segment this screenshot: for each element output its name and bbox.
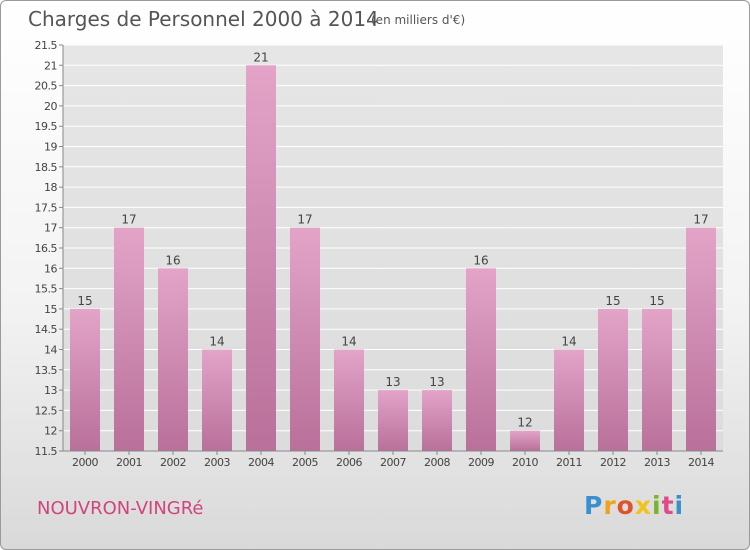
- logo-letter: i: [652, 491, 662, 520]
- y-tick-label: 16.5: [35, 242, 58, 255]
- logo-letter: r: [603, 491, 617, 520]
- chart-title: Charges de Personnel 2000 à 2014: [28, 7, 379, 31]
- x-tick-label: 2007: [380, 456, 406, 469]
- y-tick-label: 13.5: [35, 364, 58, 377]
- y-tick-label: 14: [44, 344, 57, 357]
- x-tick-label: 2002: [160, 456, 186, 469]
- bar-2004: [246, 65, 276, 452]
- data-label: 14: [561, 335, 576, 349]
- data-label: 17: [297, 213, 312, 227]
- bar-2009: [466, 268, 496, 451]
- bar-2007: [378, 390, 408, 451]
- x-tick-label: 2004: [248, 456, 274, 469]
- proxiti-logo: Proxiti: [584, 491, 684, 520]
- bar-chart: 11.5 12 12.5 13 13.5 14 14.5 15 15.5 16 16.5 17 17.5…: [35, 39, 723, 469]
- bar-2002: [158, 268, 188, 451]
- data-label: 13: [429, 375, 444, 389]
- x-tick-label: 2010: [512, 456, 538, 469]
- bar-2014: [686, 227, 716, 451]
- data-label: 14: [341, 335, 356, 349]
- data-label: 15: [605, 294, 620, 308]
- chart-subtitle: (en milliers d'€): [371, 13, 466, 27]
- x-tick-label: 2013: [644, 456, 670, 469]
- y-tick-label: 13: [44, 384, 57, 397]
- bar-2001: [114, 227, 144, 451]
- y-tick-label: 18.5: [35, 161, 58, 174]
- bar-2011: [554, 349, 584, 451]
- x-tick-label: 2012: [600, 456, 626, 469]
- y-tick-label: 21: [44, 59, 57, 72]
- bars: [70, 65, 716, 452]
- bar-2006: [334, 349, 364, 451]
- data-label: 16: [473, 253, 488, 267]
- bar-2008: [422, 390, 452, 451]
- logo-letter: t: [661, 491, 675, 520]
- x-axis: 2000 2001 2002 2003 2004 2005 2006 2007 2008 2009…: [63, 450, 723, 469]
- y-tick-label: 11.5: [35, 445, 58, 458]
- x-tick-label: 2009: [468, 456, 494, 469]
- bar-2003: [202, 349, 232, 451]
- y-tick-label: 14.5: [35, 323, 58, 336]
- y-tick-label: 15: [44, 303, 57, 316]
- data-label: 16: [165, 253, 180, 267]
- logo-letter: x: [634, 491, 652, 520]
- x-tick-label: 2005: [292, 456, 318, 469]
- y-tick-label: 17: [44, 222, 57, 235]
- y-tick-label: 19.5: [35, 120, 58, 133]
- y-tick-label: 12: [44, 425, 57, 438]
- y-tick-label: 15.5: [35, 283, 58, 296]
- y-tick-label: 17.5: [35, 201, 58, 214]
- bar-2010: [510, 430, 540, 451]
- data-labels: 15 17 16 14 21 17 14 13 13 16 12 14 15 15 17: [77, 50, 708, 429]
- y-tick-label: 12.5: [35, 404, 58, 417]
- bar-2005: [290, 227, 320, 451]
- logo-letter: o: [616, 491, 635, 520]
- x-tick-label: 2000: [72, 456, 98, 469]
- y-tick-label: 19: [44, 141, 57, 154]
- y-tick-label: 16: [44, 262, 57, 275]
- y-axis: 11.5 12 12.5 13 13.5 14 14.5 15 15.5 16 16.5 17 17.5…: [35, 39, 64, 458]
- logo-letter: P: [584, 491, 604, 520]
- place-name: NOUVRON-VINGRé: [37, 498, 204, 519]
- x-tick-label: 2006: [336, 456, 362, 469]
- x-tick-label: 2011: [556, 456, 582, 469]
- data-label: 17: [121, 213, 136, 227]
- x-tick-label: 2008: [424, 456, 450, 469]
- data-label: 21: [253, 50, 268, 64]
- logo-letter: i: [674, 491, 685, 520]
- bar-2013: [642, 308, 672, 451]
- x-tick-label: 2003: [204, 456, 230, 469]
- y-tick-label: 20: [44, 100, 57, 113]
- y-tick-label: 18: [44, 181, 57, 194]
- data-label: 14: [209, 335, 224, 349]
- x-tick-label: 2014: [688, 456, 714, 469]
- data-label: 12: [517, 416, 532, 430]
- data-label: 15: [649, 294, 664, 308]
- x-tick-label: 2001: [116, 456, 142, 469]
- data-label: 17: [693, 213, 708, 227]
- bar-2000: [70, 308, 100, 451]
- data-label: 13: [385, 375, 400, 389]
- bar-2012: [598, 308, 628, 451]
- y-tick-label: 20.5: [35, 80, 58, 93]
- y-tick-label: 21.5: [35, 39, 58, 52]
- data-label: 15: [77, 294, 92, 308]
